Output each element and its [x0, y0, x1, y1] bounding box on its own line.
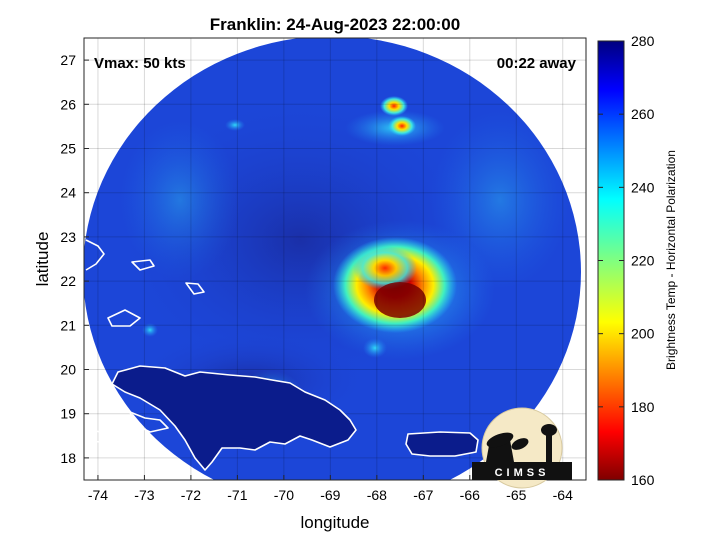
brightness-swath: [84, 38, 581, 480]
x-tick-label: -68: [367, 487, 387, 503]
x-tick-label: -74: [88, 487, 108, 503]
tower-icon: [546, 432, 552, 462]
x-tick-label: -69: [320, 487, 340, 503]
coastlines: [84, 239, 479, 471]
colorbar-label: Brightness Temp - Horizontal Polarizatio…: [664, 150, 678, 370]
y-tick-label: 21: [60, 317, 76, 333]
x-tick-label: -71: [227, 487, 247, 503]
map-title: Franklin: 24-Aug-2023 22:00:00: [210, 15, 460, 34]
colorbar-tick-label: 180: [631, 399, 655, 415]
vmax-label: Vmax: 50 kts: [94, 55, 186, 72]
cimss-logo-text: CIMSS: [495, 467, 550, 479]
y-tick-label: 25: [60, 141, 76, 157]
x-tick-label: -72: [181, 487, 201, 503]
away-label: 00:22 away: [497, 55, 577, 72]
colorbar-tick-label: 220: [631, 253, 655, 269]
x-tick-label: -64: [553, 487, 573, 503]
colorbar-tick-label: 280: [631, 33, 655, 49]
y-tick-label: 26: [60, 96, 76, 112]
x-axis-label: longitude: [300, 513, 369, 532]
y-axis-ticks: 27 26 25 24 23 22 21 20 19 18: [60, 52, 89, 466]
coast-cuba: [85, 239, 105, 271]
y-tick-label: 22: [60, 273, 76, 289]
colorbar-tick-label: 260: [631, 106, 655, 122]
x-axis-ticks: -74 -73 -72 -71 -70 -69 -68 -67 -66 -65 -64: [88, 475, 573, 503]
island-inagua: [131, 259, 155, 271]
colorbar-tick-label: 160: [631, 472, 655, 488]
y-tick-label: 24: [60, 185, 76, 201]
island-puerto-rico: [405, 431, 479, 457]
x-tick-label: -65: [506, 487, 526, 503]
y-tick-label: 18: [60, 450, 76, 466]
y-axis-label: latitude: [33, 232, 52, 287]
island-caicos: [107, 309, 141, 327]
x-tick-label: -73: [134, 487, 154, 503]
x-tick-label: -70: [274, 487, 294, 503]
y-tick-label: 20: [60, 362, 76, 378]
colorbar-tick-label: 240: [631, 179, 655, 195]
island-turks: [185, 282, 205, 295]
coast-west: [129, 411, 169, 433]
x-tick-label: -66: [460, 487, 480, 503]
north-convection: [380, 96, 408, 116]
cimss-logo: CIMSS: [472, 407, 572, 489]
y-tick-label: 19: [60, 406, 76, 422]
axes-frame: [83, 37, 587, 481]
colorbar-tick-label: 200: [631, 326, 655, 342]
plot-area: [84, 38, 586, 480]
grid-lines: [84, 38, 586, 480]
island-hispaniola: [111, 365, 357, 471]
y-tick-label: 23: [60, 229, 76, 245]
x-tick-label: -67: [413, 487, 433, 503]
colorbar-ticks: 280 260 240 220 200 180 160: [598, 33, 655, 488]
y-tick-label: 27: [60, 52, 76, 68]
